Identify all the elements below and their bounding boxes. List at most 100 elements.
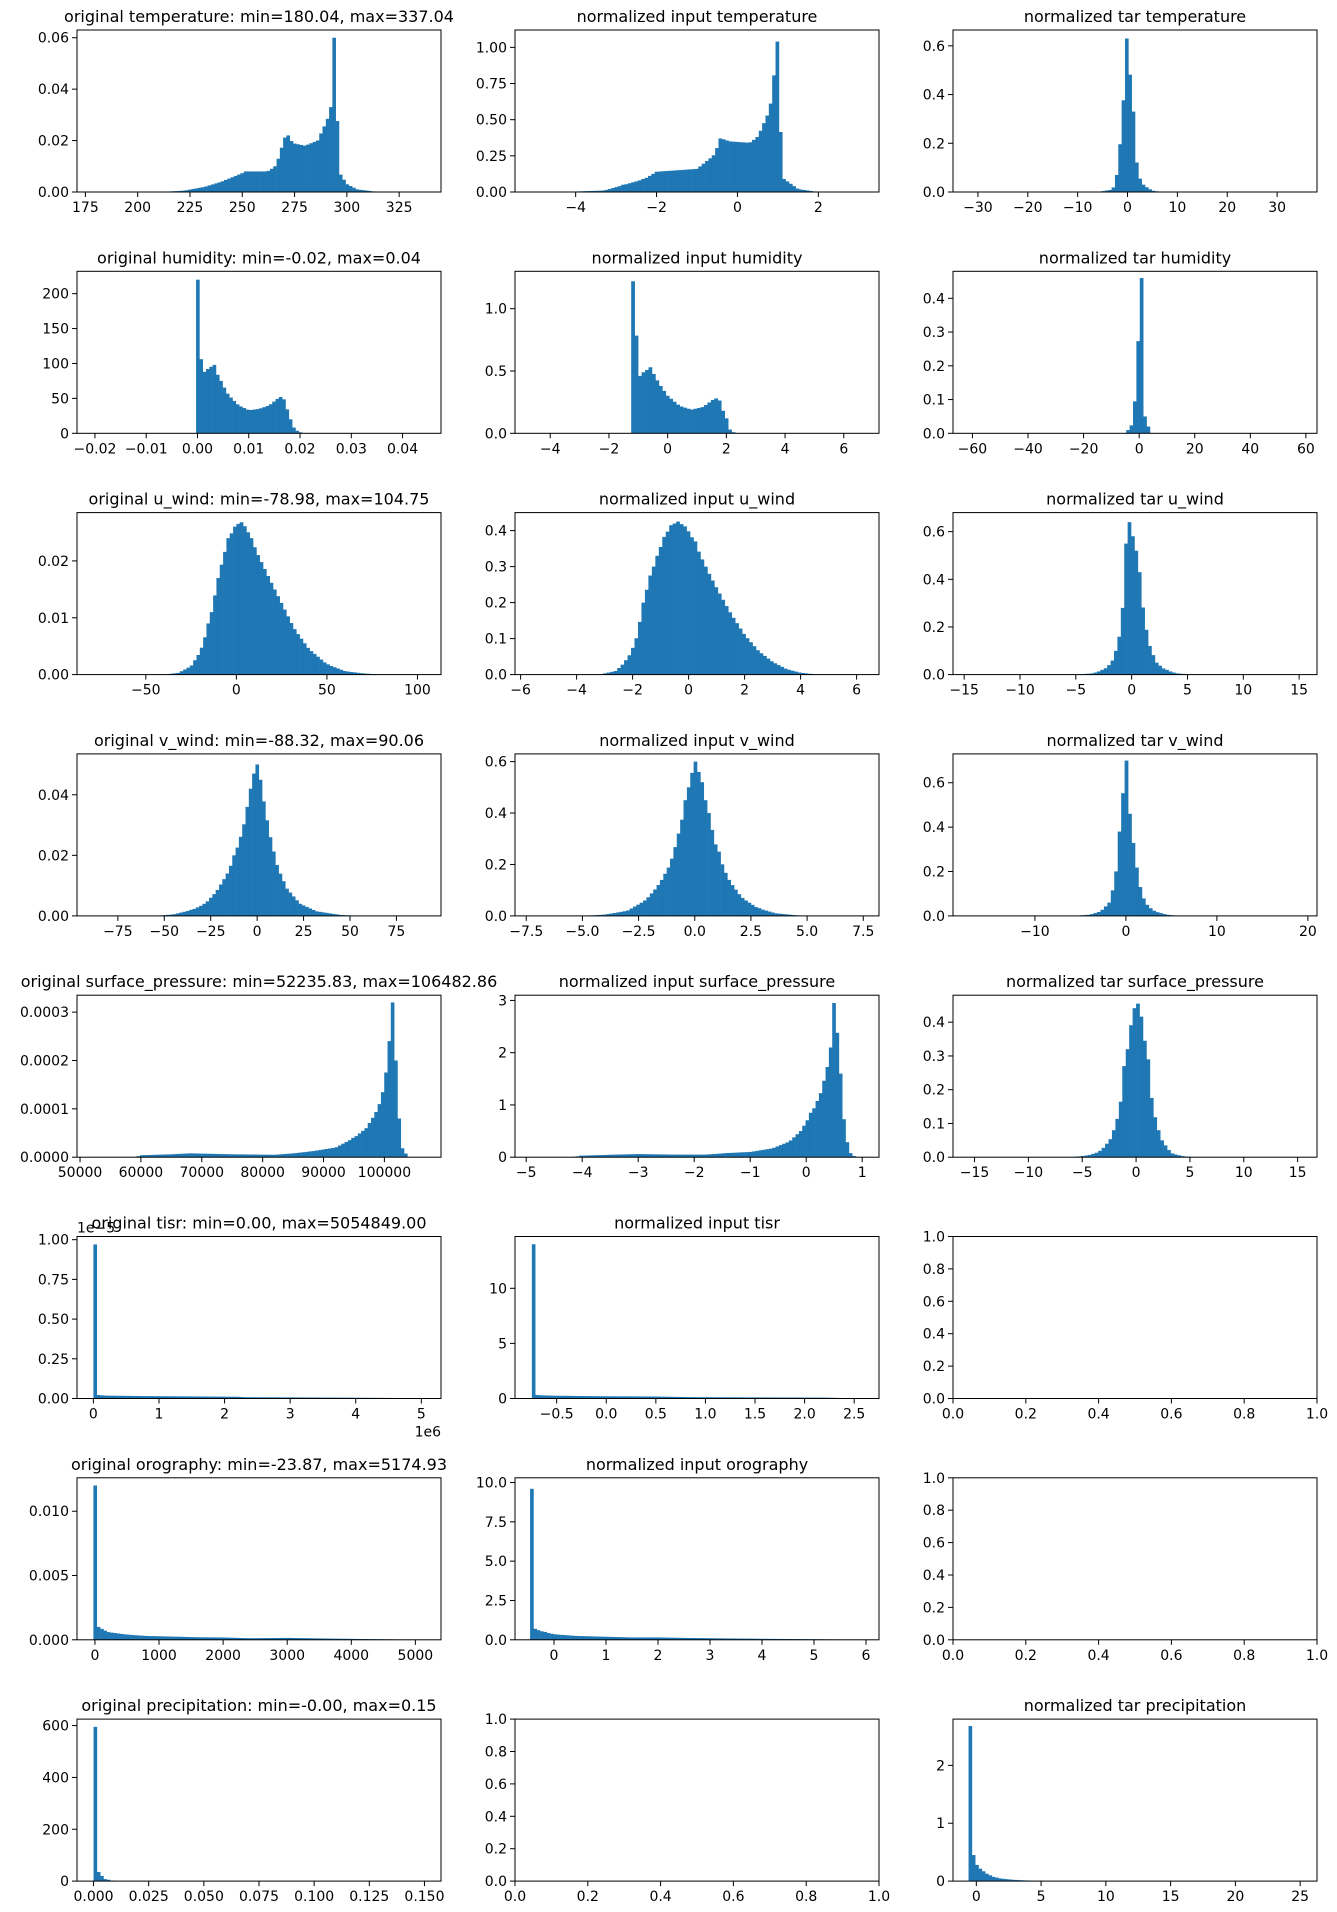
x-tick-label: 4 bbox=[796, 683, 805, 699]
histogram-bar bbox=[222, 1396, 227, 1399]
x-tick-label: 0.00 bbox=[182, 441, 213, 457]
histogram-bar bbox=[553, 1634, 558, 1640]
histogram-bar bbox=[788, 183, 793, 192]
histogram-bar bbox=[285, 888, 289, 916]
histogram-bar bbox=[301, 1152, 306, 1158]
y-tick-label: 0.6 bbox=[923, 39, 945, 55]
histogram-bar bbox=[116, 1633, 121, 1640]
y-tick-label: 0.4 bbox=[923, 1568, 945, 1584]
y-tick-label: 1.00 bbox=[38, 1233, 69, 1249]
histogram-bar bbox=[193, 660, 197, 675]
x-tick-label: −7.5 bbox=[509, 924, 543, 940]
histogram-bar bbox=[706, 1638, 711, 1640]
x-tick-label: 0.075 bbox=[239, 1889, 279, 1905]
histogram-bar bbox=[678, 1154, 683, 1158]
histogram-bar bbox=[601, 1396, 605, 1399]
histogram-bar bbox=[220, 181, 225, 192]
histogram-bar bbox=[299, 144, 304, 192]
panel-2-1: −0.02 −0.01 0.00 0.01 0.02 0.03 0.04 0 50 100 150 2… bbox=[42, 248, 442, 457]
histogram-bar bbox=[607, 1396, 612, 1399]
histogram-bar bbox=[191, 189, 195, 192]
histogram-bar bbox=[981, 1871, 986, 1882]
histogram-bar bbox=[1128, 74, 1132, 192]
histogram-bar bbox=[738, 1152, 743, 1158]
x-tick-label: −5 bbox=[516, 1165, 537, 1181]
histogram-bar bbox=[136, 1156, 141, 1158]
histogram-bar bbox=[636, 904, 640, 916]
histogram-bar bbox=[266, 170, 271, 192]
histogram-bar bbox=[252, 773, 256, 916]
histogram-bar bbox=[755, 1150, 760, 1158]
histogram-bar bbox=[228, 865, 233, 916]
histogram-bar bbox=[750, 1638, 754, 1640]
histogram-bar bbox=[1124, 38, 1129, 192]
x-tick-label: 0.8 bbox=[1233, 1407, 1255, 1423]
histogram-bar bbox=[347, 1140, 352, 1158]
x-tick-label: 300 bbox=[333, 200, 360, 216]
histogram-bar bbox=[1180, 1156, 1185, 1158]
histogram-bar bbox=[730, 885, 735, 916]
histogram-bar bbox=[325, 912, 329, 916]
histogram-bar bbox=[606, 672, 611, 675]
histogram-bar bbox=[345, 184, 350, 192]
histogram-bar bbox=[295, 430, 300, 434]
histogram-bar bbox=[733, 1397, 737, 1399]
x-tick-label: −5.0 bbox=[565, 924, 599, 940]
histogram-bar bbox=[588, 1396, 592, 1399]
histogram-bar bbox=[720, 1397, 724, 1399]
y-tick-label: 0.4 bbox=[923, 572, 945, 588]
histogram-bar bbox=[212, 364, 217, 434]
histogram-bar bbox=[236, 523, 241, 675]
histogram-bar bbox=[683, 1637, 688, 1640]
histogram-bar bbox=[566, 1635, 571, 1640]
histogram-bar bbox=[724, 606, 729, 675]
axes-frame bbox=[514, 29, 880, 193]
x-tick-label: 25 bbox=[295, 924, 313, 940]
histogram-bar bbox=[242, 408, 247, 434]
x-tick-label: −2.5 bbox=[622, 924, 656, 940]
histogram-bar bbox=[780, 666, 785, 675]
panel-8-3: 0 5 10 15 20 25 0 1 2 normalized tar precipitatio… bbox=[936, 1696, 1318, 1905]
histogram-bar bbox=[540, 1631, 544, 1640]
histogram-bar bbox=[737, 894, 742, 916]
histogram-bar bbox=[156, 1636, 161, 1640]
histogram-bar bbox=[736, 1638, 741, 1640]
axes-frame bbox=[514, 1236, 880, 1399]
histogram-bar bbox=[143, 1635, 148, 1640]
x-tick-label: −20 bbox=[1069, 441, 1099, 457]
histogram-bar bbox=[263, 1638, 267, 1640]
histogram-bar bbox=[216, 577, 221, 675]
y-tick-label: 0.0 bbox=[923, 668, 945, 684]
panel-title: normalized tar humidity bbox=[1039, 248, 1231, 267]
histogram-bar bbox=[269, 1638, 274, 1640]
histogram-bar bbox=[624, 660, 628, 675]
histogram-bar bbox=[822, 1080, 826, 1158]
histogram-bar bbox=[312, 653, 317, 675]
histogram-bar bbox=[1094, 1152, 1099, 1158]
histogram-bar bbox=[1138, 887, 1143, 916]
histogram-bar bbox=[632, 1154, 636, 1158]
histogram-bar bbox=[604, 189, 608, 192]
panel-title: normalized tar temperature bbox=[1024, 7, 1246, 26]
x-tick-label: 0 bbox=[90, 1648, 99, 1664]
histogram-bar bbox=[202, 1153, 207, 1158]
histogram-bar bbox=[707, 402, 712, 434]
axes-frame bbox=[952, 1477, 1318, 1641]
histogram-bar bbox=[199, 1396, 204, 1399]
axes-frame bbox=[76, 512, 442, 676]
histogram-bar bbox=[166, 914, 170, 916]
histogram-bar bbox=[281, 1154, 286, 1158]
histogram-bar bbox=[728, 1152, 733, 1158]
histogram-bar bbox=[995, 1877, 999, 1882]
histogram-bar bbox=[593, 1636, 598, 1640]
y-tick-label: 0.75 bbox=[476, 77, 507, 93]
x-tick-label: 0 bbox=[802, 1165, 811, 1181]
histogram-bar bbox=[666, 1637, 671, 1640]
y-tick-label: 0.25 bbox=[476, 149, 507, 165]
histogram-bar bbox=[693, 541, 698, 675]
histogram-bar bbox=[341, 1143, 345, 1158]
histogram-bar bbox=[785, 1142, 790, 1158]
histogram-bar bbox=[146, 1636, 151, 1640]
histogram-bar bbox=[397, 1118, 402, 1158]
y-tick-label: 0.1 bbox=[923, 1116, 945, 1132]
